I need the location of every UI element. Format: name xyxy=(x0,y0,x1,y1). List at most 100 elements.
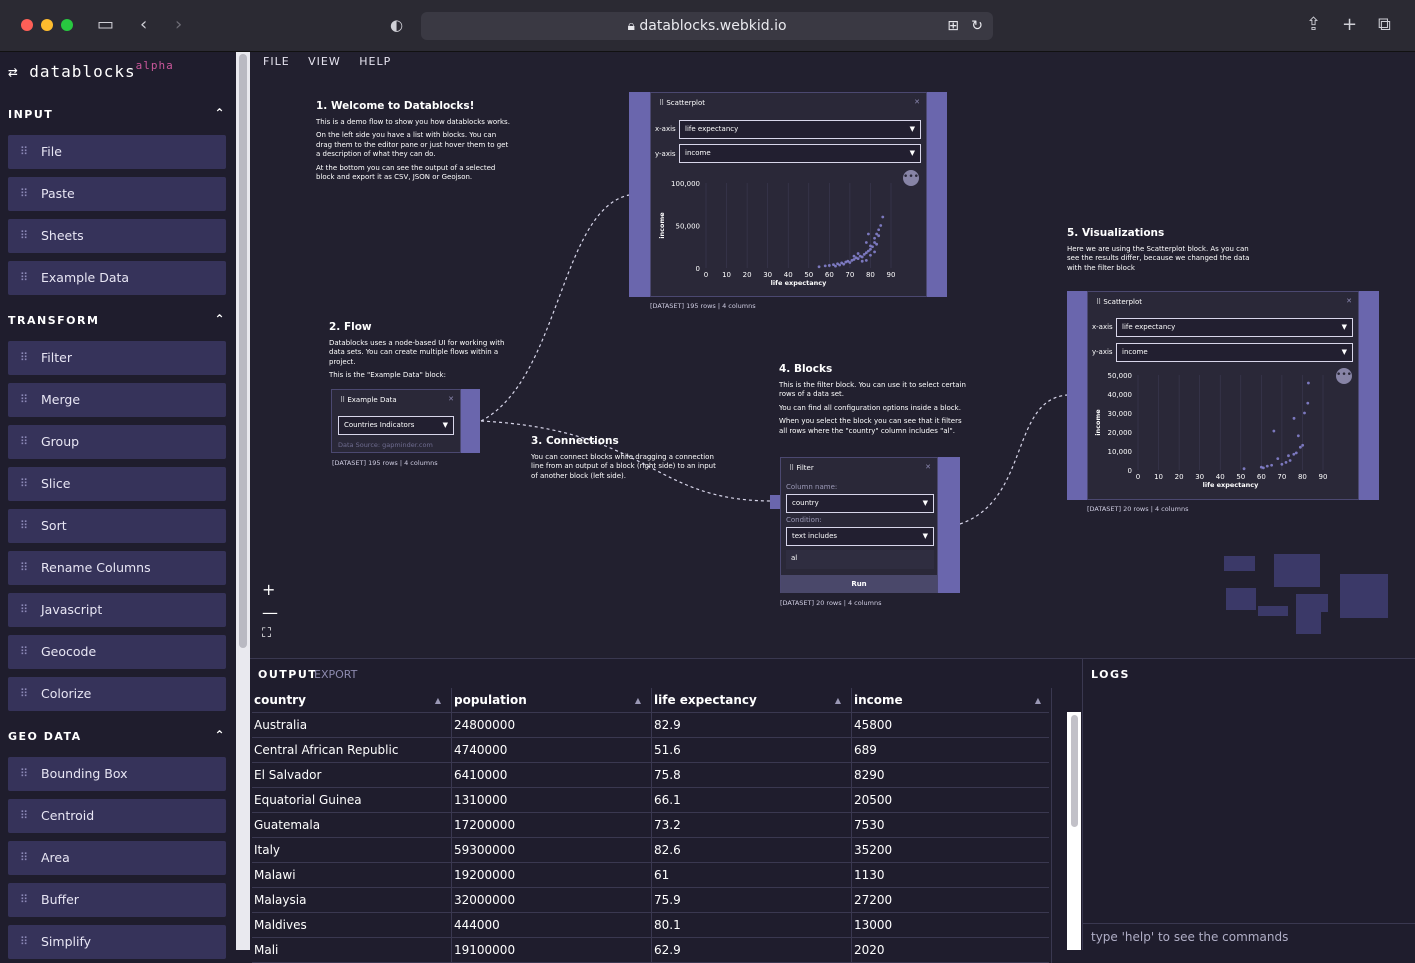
input-port[interactable] xyxy=(1067,291,1087,500)
sidebar-item-colorize[interactable]: ⠿ Colorize xyxy=(8,677,226,711)
chevron-up-icon[interactable]: ⌃ xyxy=(214,728,226,742)
sidebar-item-paste[interactable]: ⠿ Paste xyxy=(8,177,226,211)
drag-handle-icon[interactable]: ⠿ xyxy=(340,396,348,404)
more-options-icon[interactable]: ••• xyxy=(1336,368,1352,384)
table-row[interactable]: Guatemala 17200000 73.2 7530 xyxy=(252,813,1052,838)
close-window-button[interactable] xyxy=(21,19,33,31)
y-axis-select[interactable]: income ▼ xyxy=(1116,343,1353,362)
table-scrollbar[interactable] xyxy=(1067,712,1081,950)
zoom-window-button[interactable] xyxy=(61,19,73,31)
share-icon[interactable]: ⇪ xyxy=(1306,14,1322,35)
more-options-icon[interactable]: ••• xyxy=(903,170,919,186)
example-data-block[interactable]: ⠿ Example Data ✕ Countries Indicators ▼ D… xyxy=(331,389,461,453)
table-row[interactable]: Malawi 19200000 61 1130 xyxy=(252,863,1052,888)
fit-view-icon[interactable]: ⛶ xyxy=(262,626,272,641)
sort-icon[interactable]: ▲ xyxy=(1034,696,1041,705)
table-row[interactable]: Australia 24800000 82.9 45800 xyxy=(252,713,1052,738)
sort-icon[interactable]: ▲ xyxy=(434,696,441,705)
sidebar-item-slice[interactable]: ⠿ Slice xyxy=(8,467,226,501)
output-port[interactable] xyxy=(1359,291,1379,500)
sidebar-item-group[interactable]: ⠿ Group xyxy=(8,425,226,459)
table-row[interactable]: Central African Republic 4740000 51.6 689 xyxy=(252,738,1052,763)
sidebar-item-merge[interactable]: ⠿ Merge xyxy=(8,383,226,417)
sidebar-item-sheets[interactable]: ⠿ Sheets xyxy=(8,219,226,253)
sidebar-item-buffer[interactable]: ⠿ Buffer xyxy=(8,883,226,917)
table-row[interactable]: Mali 19100000 62.9 2020 xyxy=(252,938,1052,963)
output-port[interactable] xyxy=(927,92,947,297)
sidebar-item-bounding-box[interactable]: ⠿ Bounding Box xyxy=(8,757,226,791)
dataset-select[interactable]: Countries Indicators ▼ xyxy=(338,416,454,435)
chevron-up-icon[interactable]: ⌃ xyxy=(214,312,226,326)
filter-value-input[interactable]: al xyxy=(786,550,934,569)
sidebar-toggle-icon[interactable]: ▭ xyxy=(97,14,115,35)
section-transform[interactable]: TRANSFORM ⌃ xyxy=(8,312,226,327)
table-row[interactable]: Malaysia 32000000 75.9 27200 xyxy=(252,888,1052,913)
section-geo-data[interactable]: GEO DATA ⌃ xyxy=(8,728,226,743)
drag-handle-icon[interactable]: ⠿ xyxy=(789,464,797,472)
sidebar-item-example-data[interactable]: ⠿ Example Data xyxy=(8,261,226,295)
tabs-overview-icon[interactable]: ⧉ xyxy=(1378,14,1391,35)
x-axis-select[interactable]: life expectancy ▼ xyxy=(679,120,921,139)
run-button[interactable]: Run xyxy=(781,575,937,593)
menu-file[interactable]: FILE xyxy=(263,55,290,68)
privacy-shield-icon[interactable]: ◐ xyxy=(390,16,404,34)
minimize-window-button[interactable] xyxy=(41,19,53,31)
table-row[interactable]: Equatorial Guinea 1310000 66.1 20500 xyxy=(252,788,1052,813)
column-select[interactable]: country ▼ xyxy=(786,494,934,513)
chevron-up-icon[interactable]: ⌃ xyxy=(214,106,226,120)
section-input[interactable]: INPUT ⌃ xyxy=(8,106,226,121)
menu-view[interactable]: VIEW xyxy=(308,55,341,68)
new-tab-icon[interactable]: + xyxy=(1342,14,1358,35)
back-icon[interactable]: ‹ xyxy=(140,14,148,35)
zoom-out-icon[interactable]: — xyxy=(262,603,278,622)
column-header[interactable]: population ▲ xyxy=(452,688,652,713)
block-header[interactable]: ⠿ Scatterplot xyxy=(651,93,926,113)
column-header[interactable]: income ▲ xyxy=(852,688,1052,713)
reload-icon[interactable]: ↻ xyxy=(971,18,983,34)
sort-icon[interactable]: ▲ xyxy=(634,696,641,705)
filter-block[interactable]: ⠿ Filter ✕ Column name: country ▼ Conditi… xyxy=(780,457,938,593)
condition-select[interactable]: text includes ▼ xyxy=(786,527,934,546)
menu-help[interactable]: HELP xyxy=(359,55,392,68)
input-port[interactable] xyxy=(629,92,650,297)
sidebar-item-sort[interactable]: ⠿ Sort xyxy=(8,509,226,543)
drag-handle-icon[interactable]: ⠿ xyxy=(1096,298,1104,306)
zoom-in-icon[interactable]: + xyxy=(262,580,276,599)
y-axis-select[interactable]: income ▼ xyxy=(679,144,921,163)
column-header[interactable]: life expectancy ▲ xyxy=(652,688,852,713)
table-scroll-thumb[interactable] xyxy=(1071,715,1078,827)
sidebar-item-rename-columns[interactable]: ⠿ Rename Columns xyxy=(8,551,226,585)
sidebar-item-javascript[interactable]: ⠿ Javascript xyxy=(8,593,226,627)
sidebar-item-area[interactable]: ⠿ Area xyxy=(8,841,226,875)
x-axis-select[interactable]: life expectancy ▼ xyxy=(1116,318,1353,337)
drag-handle-icon[interactable]: ⠿ xyxy=(659,99,667,107)
sidebar-item-filter[interactable]: ⠿ Filter xyxy=(8,341,226,375)
scatterplot-block-2[interactable]: ⠿ Scatterplot ✕ x-axis life expectancy ▼ … xyxy=(1087,291,1359,500)
block-header[interactable]: ⠿ Scatterplot xyxy=(1088,292,1358,312)
close-icon[interactable]: ✕ xyxy=(1346,297,1352,305)
output-port[interactable] xyxy=(938,457,960,593)
block-header[interactable]: ⠿ Filter xyxy=(781,458,937,478)
export-button[interactable]: EXPORT xyxy=(314,668,358,681)
close-icon[interactable]: ✕ xyxy=(914,98,920,106)
column-header[interactable]: country ▲ xyxy=(252,688,452,713)
minimap[interactable] xyxy=(1210,548,1400,644)
sidebar-item-centroid[interactable]: ⠿ Centroid xyxy=(8,799,226,833)
output-port[interactable] xyxy=(461,389,480,453)
table-row[interactable]: Maldives 444000 80.1 13000 xyxy=(252,913,1052,938)
table-row[interactable]: Italy 59300000 82.6 35200 xyxy=(252,838,1052,863)
sidebar-scroll-thumb[interactable] xyxy=(239,54,247,648)
translate-icon[interactable]: ⊞ xyxy=(947,18,959,34)
forward-icon[interactable]: › xyxy=(175,14,183,35)
logs-command-input[interactable]: type 'help' to see the commands xyxy=(1083,923,1415,951)
input-port[interactable] xyxy=(770,495,780,509)
close-icon[interactable]: ✕ xyxy=(925,463,931,471)
block-header[interactable]: ⠿ Example Data xyxy=(332,390,460,410)
scatterplot-block-1[interactable]: ⠿ Scatterplot ✕ x-axis life expectancy ▼ … xyxy=(650,92,927,297)
sidebar-item-geocode[interactable]: ⠿ Geocode xyxy=(8,635,226,669)
sidebar-scrollbar[interactable] xyxy=(236,52,250,950)
sort-icon[interactable]: ▲ xyxy=(834,696,841,705)
sidebar-item-file[interactable]: ⠿ File xyxy=(8,135,226,169)
url-bar[interactable]: 🔒︎ datablocks.webkid.io ⊞ ↻ xyxy=(421,12,993,40)
close-icon[interactable]: ✕ xyxy=(448,395,454,403)
